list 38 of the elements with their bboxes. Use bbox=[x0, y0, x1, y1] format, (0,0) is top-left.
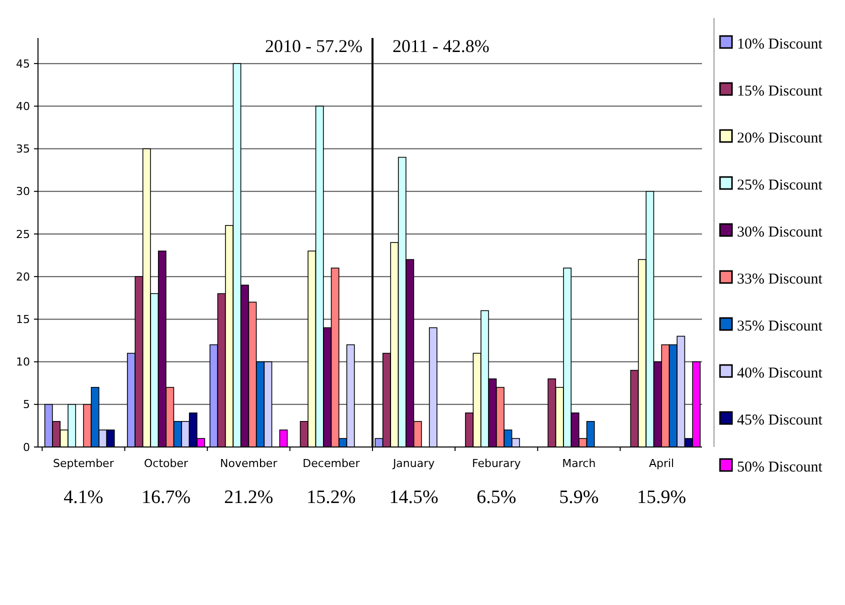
y-tick-label: 20 bbox=[16, 270, 30, 284]
legend-label: 50% Discount bbox=[737, 459, 824, 476]
legend-label: 15% Discount bbox=[737, 83, 824, 100]
y-tick-label: 45 bbox=[16, 57, 30, 70]
annotation: 2011 - 42.8% bbox=[392, 36, 490, 56]
text: 14.5% bbox=[389, 487, 438, 508]
legend-label: 40% Discount bbox=[737, 365, 824, 382]
legend-label: 45% Discount bbox=[737, 412, 824, 428]
x-tick-label: Feburary bbox=[472, 457, 522, 470]
text: 21.2% bbox=[224, 487, 274, 508]
legend-label: 33% Discount bbox=[737, 271, 824, 288]
y-tick-label: 35 bbox=[16, 142, 30, 156]
text: 6.5% bbox=[476, 487, 516, 508]
x-tick-label: April bbox=[648, 457, 674, 470]
legend-label: 30% Discount bbox=[737, 224, 824, 240]
y-tick-label: 10 bbox=[16, 356, 30, 369]
text: 5.9% bbox=[559, 487, 599, 508]
y-tick-label: 25 bbox=[16, 228, 30, 241]
y-tick-label: 40 bbox=[16, 100, 30, 114]
legend-label: 20% Discount bbox=[737, 130, 824, 146]
x-tick-label: December bbox=[302, 457, 360, 470]
legend-label: 35% Discount bbox=[737, 318, 824, 334]
x-tick-label: October bbox=[144, 457, 189, 470]
y-tick-label: 5 bbox=[23, 398, 30, 412]
x-tick-label: September bbox=[53, 457, 114, 470]
y-tick-label: 15 bbox=[16, 313, 30, 326]
text: 4.1% bbox=[64, 487, 104, 508]
x-tick-label: January bbox=[392, 457, 436, 470]
y-tick-label: 30 bbox=[16, 185, 30, 198]
text: 15.2% bbox=[306, 487, 356, 508]
x-tick-label: March bbox=[562, 457, 596, 470]
legend-label: 25% Discount bbox=[737, 177, 824, 194]
text: 16.7% bbox=[142, 487, 191, 508]
x-tick-label: November bbox=[220, 457, 278, 470]
annotation: 2010 - 57.2% bbox=[265, 36, 362, 56]
text: 15.9% bbox=[636, 487, 686, 508]
legend-label: 10% Discount bbox=[737, 36, 824, 52]
y-tick-label: 0 bbox=[23, 440, 30, 454]
